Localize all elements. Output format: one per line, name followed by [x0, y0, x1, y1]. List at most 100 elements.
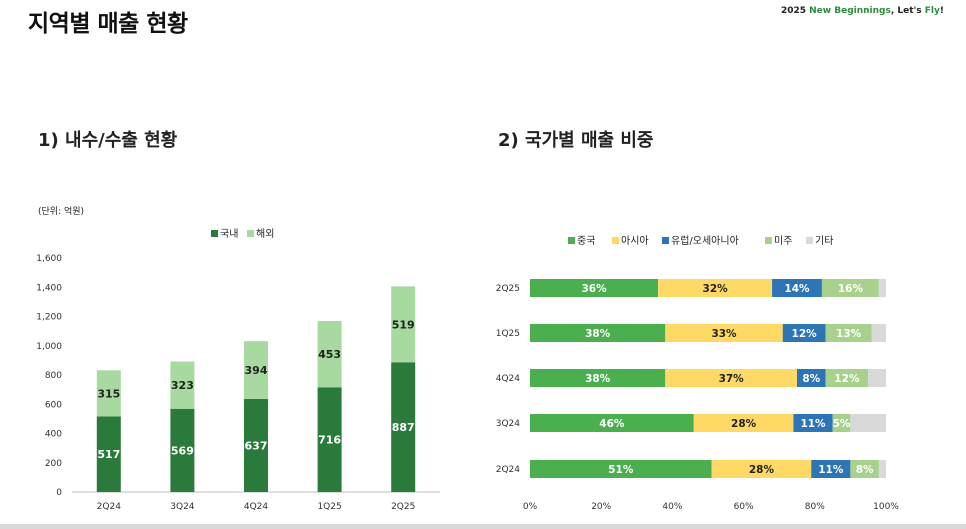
bar-overseas-1Q25 — [317, 321, 342, 388]
data-label-asia: 33% — [711, 328, 737, 340]
stacked-column-chart: 국내 해외 0 200 400 600 800 1,000 1,200 1,400 1,600 517… — [36, 227, 440, 512]
bar-segment-china — [530, 369, 666, 387]
x-tick-label: 3Q24 — [170, 502, 195, 512]
bar-domestic-1Q25 — [317, 387, 342, 492]
x-tick-label: 60% — [734, 502, 754, 512]
bar-overseas-4Q24 — [244, 341, 268, 399]
bar-overseas-2Q24 — [96, 370, 121, 417]
bar-segment-other — [878, 279, 886, 297]
slogan-mid: , Let's — [890, 6, 925, 16]
bar-overseas-3Q24 — [170, 361, 195, 409]
legend-label-china: 중국 — [577, 235, 595, 247]
data-label-europe-oceania: 8% — [802, 373, 820, 385]
bar-segment-europe-oceania — [797, 369, 826, 387]
legend: 국내 해외 — [211, 227, 274, 240]
legend-swatch-china — [568, 237, 575, 244]
bar-segment-europe-oceania — [772, 279, 822, 297]
legend-swatch-europe-oceania — [662, 237, 669, 244]
slogan-accent-2: Fly — [924, 6, 940, 16]
y-tick-label: 800 — [45, 371, 62, 381]
bar-segment-americas — [850, 460, 879, 478]
data-label-americas: 8% — [856, 464, 874, 476]
data-label-overseas: 453 — [318, 348, 341, 361]
legend-label-americas: 미주 — [774, 235, 792, 247]
x-tick-label: 4Q24 — [244, 502, 269, 512]
data-label-americas: 12% — [834, 373, 860, 385]
x-tick-label: 20% — [591, 502, 611, 512]
y-tick-label: 1Q25 — [496, 329, 520, 339]
bar-segment-europe-oceania — [782, 324, 826, 342]
x-tick-label: 40% — [662, 502, 682, 512]
bar-segment-china — [530, 324, 666, 342]
bar-domestic-2Q25 — [391, 362, 416, 492]
data-label-domestic: 716 — [318, 434, 341, 447]
slogan: 2025 New Beginnings, Let's Fly! — [781, 6, 944, 16]
bar-segment-asia — [693, 414, 794, 432]
legend-label-asia: 아시아 — [621, 235, 649, 247]
data-label-europe-oceania: 14% — [784, 283, 810, 295]
data-label-china: 38% — [585, 328, 611, 340]
y-tick-label: 1,200 — [36, 313, 62, 323]
section-title-country-share: 2) 국가별 매출 비중 — [498, 130, 654, 151]
data-label-china: 38% — [585, 373, 611, 385]
bar-domestic-4Q24 — [244, 398, 268, 492]
data-label-americas: 5% — [833, 418, 851, 430]
legend-label-other: 기타 — [815, 235, 833, 247]
bar-segment-asia — [658, 279, 773, 297]
bar-segment-china — [530, 460, 712, 478]
data-label-europe-oceania: 12% — [792, 328, 818, 340]
legend-swatch-domestic — [211, 230, 218, 237]
data-label-china: 51% — [608, 464, 634, 476]
x-tick-label: 2Q25 — [391, 502, 415, 512]
data-label-asia: 28% — [731, 418, 757, 430]
bar-segment-americas — [825, 324, 872, 342]
bar-segment-americas — [832, 414, 851, 432]
data-label-domestic: 569 — [171, 444, 194, 457]
data-label-asia: 32% — [703, 283, 729, 295]
data-label-overseas: 315 — [97, 387, 120, 400]
bar-domestic-2Q24 — [96, 416, 121, 492]
data-label-china: 36% — [582, 283, 608, 295]
x-tick-label: 0% — [523, 502, 538, 512]
data-label-asia: 37% — [719, 373, 745, 385]
y-tick-label: 2Q25 — [496, 284, 520, 294]
x-tick-label: 1Q25 — [317, 502, 341, 512]
data-label-domestic: 637 — [245, 439, 268, 452]
unit-note: (단위: 억원) — [38, 207, 85, 217]
data-label-domestic: 887 — [392, 421, 415, 434]
bar-segment-china — [530, 414, 694, 432]
slogan-prefix: 2025 — [780, 6, 810, 16]
bar-segment-other — [868, 369, 886, 387]
bar-segment-europe-oceania — [793, 414, 833, 432]
y-tick-label: 400 — [45, 430, 62, 440]
data-label-overseas: 519 — [392, 318, 415, 331]
y-tick-label: 4Q24 — [496, 374, 521, 384]
data-label-americas: 16% — [838, 283, 864, 295]
bar-segment-other — [878, 460, 886, 478]
legend-swatch-overseas — [247, 230, 254, 237]
legend: 중국 아시아 유럽/오세아니아 미주 기타 — [568, 235, 833, 247]
bar-overseas-2Q25 — [391, 286, 416, 363]
legend-swatch-americas — [765, 237, 772, 244]
bar-segment-americas — [821, 279, 879, 297]
section-title-domestic-export: 1) 내수/수출 현황 — [38, 130, 178, 151]
bar-segment-asia — [665, 369, 797, 387]
slogan-suffix: ! — [939, 6, 944, 16]
legend-label-europe-oceania: 유럽/오세아니아 — [671, 235, 739, 247]
data-label-europe-oceania: 11% — [800, 418, 826, 430]
bar-domestic-3Q24 — [170, 408, 195, 492]
data-label-americas: 13% — [836, 328, 862, 340]
bar-segment-asia — [711, 460, 812, 478]
bar-segment-europe-oceania — [811, 460, 851, 478]
y-tick-label: 200 — [45, 459, 62, 469]
bar-segment-china — [530, 279, 659, 297]
bar-segment-asia — [665, 324, 783, 342]
data-label-asia: 28% — [749, 464, 775, 476]
x-tick-label: 80% — [805, 502, 825, 512]
bar-segment-other — [850, 414, 886, 432]
y-tick-label: 1,600 — [36, 254, 62, 264]
stacked-share-bar-chart: 중국 아시아 유럽/오세아니아 미주 기타 0% 20% 40% 60% 80% 100% 2Q25 3… — [496, 235, 900, 512]
x-tick-label: 2Q24 — [97, 502, 122, 512]
data-label-domestic: 517 — [97, 448, 120, 461]
page-title: 지역별 매출 현황 — [28, 11, 188, 37]
